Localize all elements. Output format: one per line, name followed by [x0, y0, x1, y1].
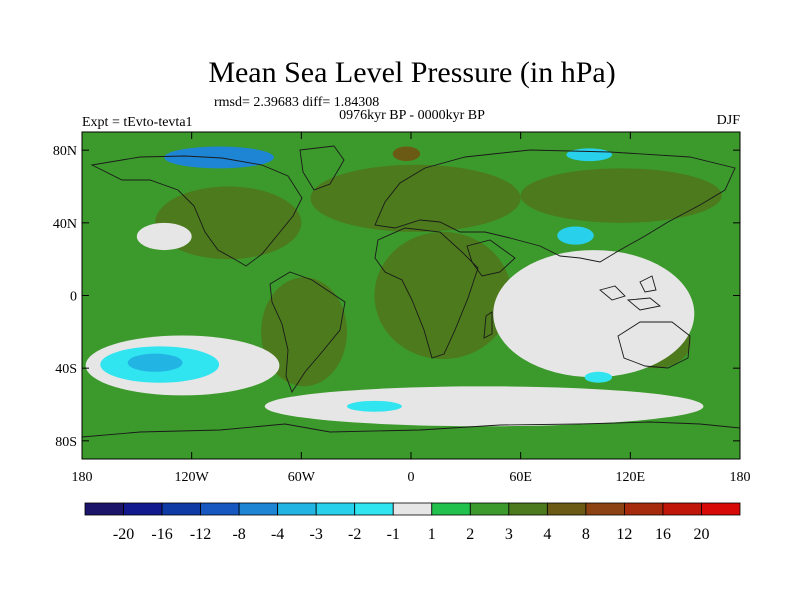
map-plot-area [82, 132, 740, 459]
y-tick-label: 40N [53, 217, 77, 232]
x-tick-label: 0 [408, 470, 415, 485]
region-north-atlantic-europe [310, 164, 521, 232]
colorbar-swatch [392, 502, 433, 516]
y-tick-label: 80S [55, 435, 77, 450]
colorbar-label: 1 [428, 526, 436, 543]
coastline-arabia [466, 239, 516, 277]
x-tick-label: 120E [616, 470, 646, 485]
region-indian-ocean-anomaly [493, 250, 695, 378]
colorbar-label: 20 [693, 526, 709, 543]
coastline-madagascar [483, 311, 493, 339]
colorbar-swatch [277, 502, 317, 516]
colorbar-label: 4 [543, 526, 551, 543]
coastline-outlines [82, 145, 740, 438]
colorbar-swatch [315, 502, 356, 516]
region-south-atlantic-spot [347, 400, 402, 412]
colorbar-label: 8 [582, 526, 590, 543]
colorbar-swatch [662, 502, 702, 516]
coastline-maritime-asia [599, 275, 662, 311]
colorbar-swatch [469, 502, 510, 516]
anomaly-regions [85, 146, 722, 427]
colorbar-label: 12 [616, 526, 632, 543]
y-tick-label: 80N [53, 144, 77, 159]
season-label: DJF [717, 113, 741, 128]
region-indian-ocean-spot [584, 371, 613, 383]
region-siberia-arctic-low [566, 148, 613, 162]
colorbar-label: 3 [505, 526, 513, 543]
colorbar-label: -16 [151, 526, 172, 543]
y-tick-label: 40S [55, 362, 77, 377]
colorbar-label: -3 [310, 526, 323, 543]
x-tick-label: 180 [730, 470, 751, 485]
chart-title: Mean Sea Level Pressure (in hPa) [208, 56, 615, 89]
coastline-australia [617, 321, 691, 369]
colorbar-swatch [508, 502, 548, 516]
x-tick-label: 120W [175, 470, 210, 485]
colorbar-swatch [585, 502, 625, 516]
x-tick-label: 60E [509, 470, 532, 485]
y-tick-label: 0 [70, 290, 77, 305]
coastline-north-america [90, 155, 303, 267]
region-north-america-east [155, 186, 302, 260]
stats-line: rmsd= 2.39683 diff= 1.84308 [214, 95, 379, 110]
colorbar: -20 -16 -12 -8 -4 -3 -2 -1 1 2 3 4 8 12 16 20 [84, 502, 741, 543]
region-north-pacific-low-anomaly [136, 222, 192, 251]
colorbar-swatch [84, 502, 124, 516]
colorbar-swatch [624, 502, 664, 516]
coastline-eurasia [374, 149, 736, 263]
colorbar-swatch [354, 502, 394, 516]
colorbar-swatch [546, 502, 587, 516]
region-eurasia-north [520, 168, 722, 223]
colorbar-label: -2 [348, 526, 361, 543]
region-south-america [261, 277, 348, 387]
colorbar-swatch [431, 502, 471, 516]
colorbar-swatch [238, 502, 279, 516]
coastline-south-america [269, 271, 346, 393]
colorbar-swatch [701, 502, 741, 516]
region-south-pacific-center [127, 353, 183, 372]
colorbar-label: -20 [113, 526, 134, 543]
x-tick-label: 180 [72, 470, 93, 485]
colorbar-label: 2 [466, 526, 474, 543]
colorbar-label: 16 [655, 526, 671, 543]
colorbar-label: -1 [387, 526, 400, 543]
region-africa-arabia [374, 231, 512, 360]
colorbar-swatch [161, 502, 201, 516]
period-label: 0976kyr BP - 0000kyr BP [339, 108, 485, 123]
colorbar-label: -12 [190, 526, 211, 543]
region-tibet-low [557, 226, 594, 245]
colorbar-label: -8 [232, 526, 245, 543]
coastline-africa [374, 227, 479, 359]
coastline-antarctica [82, 421, 740, 438]
colorbar-swatch [200, 502, 240, 516]
region-arctic-north-atlantic [392, 146, 421, 162]
colorbar-swatch [123, 502, 163, 516]
coastline-greenland [299, 145, 345, 191]
axis-ticks: 180 120W 60W 0 60E 120E 180 80N 40N 0 40S 80S [53, 132, 751, 485]
region-southern-ocean-band [264, 386, 704, 427]
colorbar-label: -4 [271, 526, 284, 543]
x-tick-label: 60W [288, 470, 316, 485]
experiment-label: Expt = tEvto-tevta1 [82, 115, 193, 130]
